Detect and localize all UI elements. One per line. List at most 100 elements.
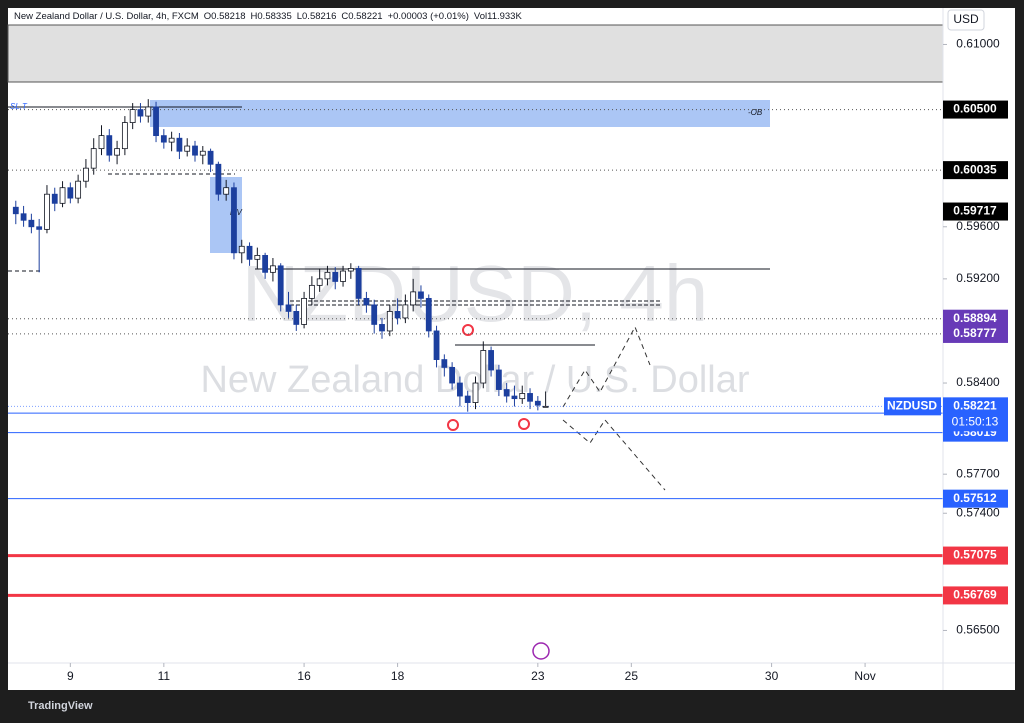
ohlc-open: O0.58218 [203,11,246,22]
candle-body [488,350,494,371]
candle-body [28,219,35,228]
price-label: 0.56769 [953,588,997,602]
price-label: 0.59717 [953,204,997,218]
candle-body [410,291,417,306]
hand-icon [447,419,459,431]
candle-body [192,145,198,156]
candle-body [238,245,245,254]
candle-body [129,109,136,123]
candle-body [379,324,385,332]
price-label-bg [943,202,1008,221]
currency: USD [953,12,979,26]
candle-body [231,187,237,254]
candle-body [153,106,159,137]
candle-body [394,311,401,319]
ohlc-high: H0.58335 [250,11,292,22]
candle-body [285,304,292,312]
y-tick-label: 0.61000 [956,37,1000,51]
price-label: 0.60035 [953,162,997,176]
candle-body [464,395,471,403]
candle-body [316,278,323,286]
candle-body [51,193,58,204]
y-tick-label: 0.57400 [956,505,1000,519]
candle-body [106,135,113,156]
symbol-tag-bg [884,397,941,416]
candle-body [67,187,74,199]
candle-body [223,187,230,195]
x-tick-label: 18 [391,669,405,683]
candle-body [433,330,440,360]
price-label-bg [943,309,1008,328]
candle-body [83,167,89,182]
countdown: 01:50:13 [952,415,999,429]
candle-body [457,382,463,397]
x-tick-label: 23 [531,669,545,683]
x-tick-label: 30 [765,669,779,683]
currency-box[interactable] [947,9,985,31]
candle-body [168,137,175,143]
candle-body [12,206,19,215]
candle-body [184,145,191,152]
candle-body [511,395,518,400]
y-tick-label: 0.57700 [956,466,1000,480]
price-label: 0.58777 [953,326,997,340]
candle-body [277,265,284,306]
candle-body [176,137,183,152]
candle-body [534,400,541,406]
current-price-bg [943,397,1008,432]
change: +0.00003 (+0.01%) [387,11,469,22]
candle-body [270,265,276,273]
order-block [150,100,770,127]
candle-body [98,135,105,150]
price-label-bg [943,100,1008,119]
candle-body [347,268,354,272]
price-label-bg [943,161,1008,180]
candle-body [371,304,378,325]
hand-icon [518,418,530,430]
candle-body [542,405,549,408]
candle-body [75,180,82,199]
legend-header: New Zealand Dollar / U.S. Dollar, 4h, FX… [14,11,522,22]
candle-body [254,255,261,260]
candle-body [503,389,510,397]
volume: Vol11.933K [473,11,522,22]
candle-body [246,245,253,260]
price-label-bg [943,586,1008,605]
candle-body [472,382,479,403]
price-label-bg [943,324,1008,343]
price-label-bg [943,546,1008,565]
candle-body [114,148,120,156]
candle-body [402,304,409,319]
event-icon[interactable] [532,642,550,660]
candle-body [59,187,66,204]
candle-body [207,150,214,165]
candle-body [199,150,206,156]
candle-body [44,193,50,230]
candle-body [449,367,456,384]
plot [8,99,943,597]
symbol: New Zealand Dollar / U.S. Dollar, 4h, FX… [14,11,199,22]
candle-body [355,268,362,299]
candle-body [527,393,533,402]
x-tick-label: Nov [854,669,875,683]
price-label: 0.57075 [953,548,997,562]
projection-arrow [562,419,666,491]
x-tick-label: 25 [625,669,639,683]
candle-body [495,369,502,390]
y-tick-label: 0.56500 [956,623,1000,637]
price-label-bg [943,489,1008,508]
sl-label: SL.T [10,102,28,111]
candle-body [36,226,43,230]
candle-body [363,297,370,306]
candle-body [480,350,487,384]
candle-body [121,122,128,150]
projection-arrow [562,325,651,408]
candle-body [145,106,152,117]
candle-body [340,270,346,282]
ohlc-close: C0.58221 [341,11,383,22]
hand-icon [462,324,474,336]
candle-body [20,213,27,221]
symbol-tag: NZDUSD [887,399,937,413]
candle-body [308,284,315,299]
